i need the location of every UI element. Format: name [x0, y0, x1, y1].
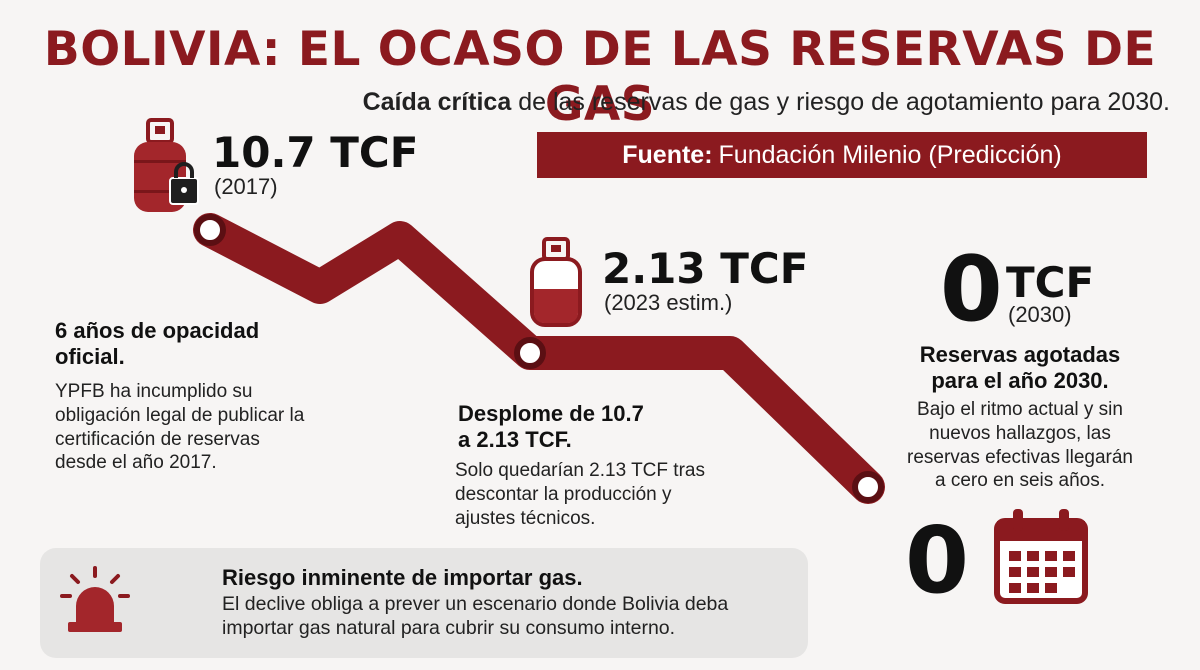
source-banner: Fuente: Fundación Milenio (Predicción): [537, 132, 1147, 178]
calendar-zero: 0: [905, 507, 970, 614]
source-label: Fuente:: [622, 140, 713, 169]
drop-heading: Desplome de 10.7 a 2.13 TCF.: [458, 401, 644, 453]
gas-cylinder-lock-icon: [134, 118, 199, 212]
main-title: BOLIVIA: EL OCASO DE LAS RESERVAS DE GAS: [43, 22, 1157, 132]
marker-2023: [514, 337, 546, 369]
value-2030: 0: [940, 237, 1003, 342]
drop-body: Solo quedarían 2.13 TCF tras descontar l…: [455, 460, 705, 529]
opacity-body: YPFB ha incumplido su obligación legal d…: [55, 381, 305, 474]
value-2030-unit: TCF: [1006, 258, 1095, 307]
import-risk-panel: [40, 548, 808, 658]
opacity-heading: 6 años de opacidad oficial.: [55, 318, 260, 370]
value-2017: 10.7 TCF: [212, 128, 419, 177]
calendar-icon: [994, 509, 1088, 604]
subtitle-text: de las reservas de gas y riesgo de agota…: [518, 88, 1170, 116]
import-risk-body: El declive obliga a prever un escenario …: [222, 593, 729, 640]
alarm-siren-icon: [60, 566, 130, 632]
year-2017: (2017): [214, 174, 278, 199]
depleted-heading: Reservas agotadas para el año 2030.: [919, 342, 1121, 394]
depleted-body: Bajo el ritmo actual y sin nuevos hallaz…: [907, 399, 1133, 492]
year-2023: (2023 estim.): [604, 290, 733, 315]
gas-cylinder-icon: [530, 237, 582, 327]
source-value: Fundación Milenio (Predicción): [718, 140, 1062, 169]
import-risk-heading: Riesgo inminente de importar gas.: [222, 565, 583, 590]
subtitle: Caída crítica de las reservas de gas y r…: [120, 88, 1170, 117]
marker-2030: [852, 471, 884, 503]
subtitle-emphasis: Caída crítica: [362, 88, 512, 116]
marker-2017: [194, 214, 226, 246]
value-2023: 2.13 TCF: [602, 244, 809, 293]
year-2030: (2030): [1008, 302, 1072, 327]
